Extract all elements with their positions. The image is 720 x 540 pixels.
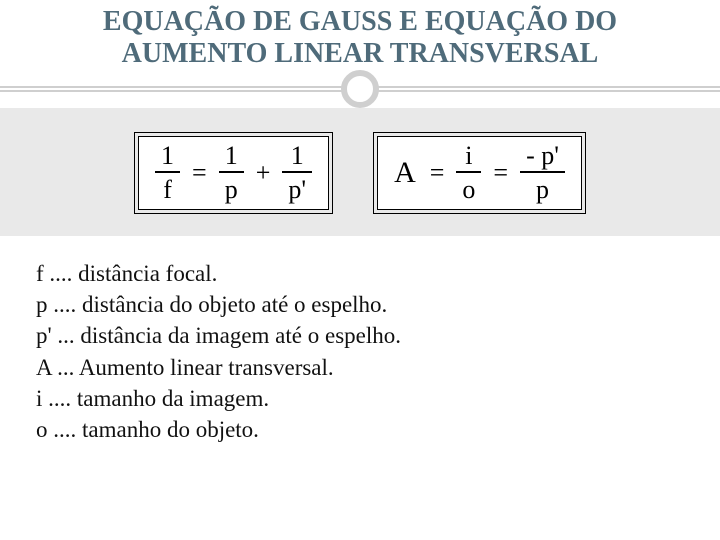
frac-den: p [530,173,555,203]
plus: + [256,158,271,188]
frac-num: 1 [285,143,310,171]
decorative-rule [0,76,720,108]
def-line: i .... tamanho da imagem. [36,383,684,414]
frac-num: i [459,143,478,171]
def-line: o .... tamanho do objeto. [36,414,684,445]
magnification-equation: A = i o = - p' p [377,136,582,210]
frac-num: 1 [219,143,244,171]
symbol-A: A [394,156,418,190]
frac-num: - p' [520,143,565,171]
equals: = [493,158,508,188]
def-line: p' ... distância da imagem até o espelho… [36,320,684,351]
gauss-equation: 1 f = 1 p + 1 p' [138,136,329,210]
title-line-2: AUMENTO LINEAR TRANSVERSAL [122,38,599,69]
def-line: f .... distância focal. [36,258,684,289]
def-line: p .... distância do objeto até o espelho… [36,289,684,320]
frac-den: o [456,173,481,203]
title-block: EQUAÇÃO DE GAUSS E EQUAÇÃO DO AUMENTO LI… [0,0,720,70]
equation-band: 1 f = 1 p + 1 p' A = i o [0,108,720,236]
definitions: f .... distância focal. p .... distância… [0,236,720,444]
equals: = [430,158,445,188]
title-line-1: EQUAÇÃO DE GAUSS E EQUAÇÃO DO [103,6,617,37]
frac-num: 1 [155,143,180,171]
frac-den: f [157,173,178,203]
circle-icon [341,70,379,108]
slide: EQUAÇÃO DE GAUSS E EQUAÇÃO DO AUMENTO LI… [0,0,720,540]
equals: = [192,158,207,188]
frac-den: p' [282,173,312,203]
frac-den: p [219,173,244,203]
def-line: A ... Aumento linear transversal. [36,352,684,383]
